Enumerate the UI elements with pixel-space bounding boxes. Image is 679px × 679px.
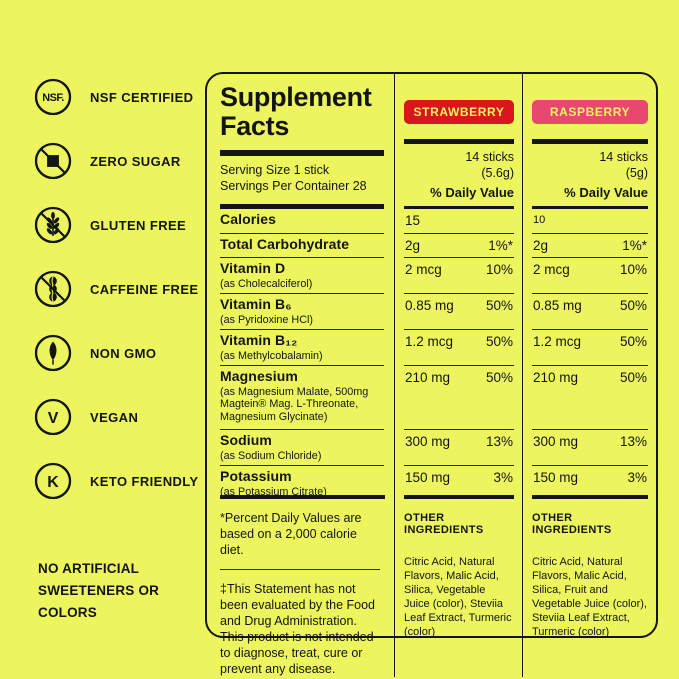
panel-title: Supplement Facts (220, 82, 372, 141)
strawberry-other-ingredients: OTHER INGREDIENTS Citric Acid, Natural F… (394, 499, 522, 677)
other-ingredients-label: OTHER INGREDIENTS (532, 512, 612, 536)
other-ingredients-label: OTHER INGREDIENTS (404, 512, 484, 536)
fda-disclaimer: ‡This Statement has not been evaluated b… (220, 582, 375, 676)
badge-label: KETO FRIENDLY (90, 473, 199, 489)
sticks-weight: (5.6g) (481, 165, 514, 180)
strawberry-carb-value: 2g 1%* (394, 234, 522, 258)
badge-keto-friendly: K KETO FRIENDLY (33, 461, 199, 501)
sticks-weight: (5g) (625, 165, 648, 180)
nutrient-row-total-carbohydrate: Total Carbohydrate (207, 234, 394, 258)
nutrient-row-sodium: Sodium (as Sodium Chloride) (207, 430, 394, 466)
nutrient-row-magnesium: Magnesium (as Magnesium Malate, 500mg Ma… (207, 366, 394, 430)
divider (404, 139, 514, 144)
strawberry-vitamin-d-value: 2 mcg 10% (394, 258, 522, 294)
daily-value-header: % Daily Value (564, 185, 648, 200)
raspberry-carb-value: 2g 1%* (522, 234, 656, 258)
raspberry-magnesium-value: 210 mg 50% (522, 366, 656, 430)
raspberry-flavor-badge: RASPBERRY (532, 100, 648, 124)
other-ingredients-text: Citric Acid, Natural Flavors, Malic Acid… (532, 556, 647, 638)
badge-label: VEGAN (90, 409, 139, 425)
strawberry-vitamin-b6-value: 0.85 mg 50% (394, 294, 522, 330)
daily-value-header: % Daily Value (430, 185, 514, 200)
zero-sugar-icon (34, 142, 72, 180)
strawberry-magnesium-value: 210 mg 50% (394, 366, 522, 430)
strawberry-flavor-badge: STRAWBERRY (404, 100, 514, 124)
badge-zero-sugar: ZERO SUGAR (33, 141, 199, 181)
caffeine-free-icon (34, 270, 72, 308)
divider (532, 139, 648, 144)
sticks-count: 14 sticks (599, 150, 648, 164)
raspberry-calories-value: 10 (522, 209, 656, 234)
badge-vegan: V VEGAN (33, 397, 199, 437)
badge-label: ZERO SUGAR (90, 153, 181, 169)
servings-per-container: Servings Per Container 28 (220, 178, 367, 193)
svg-text:V: V (48, 410, 59, 427)
strawberry-calories-value: 15 (394, 209, 522, 234)
sticks-count: 14 sticks (465, 150, 514, 164)
raspberry-vitamin-d-value: 2 mcg 10% (522, 258, 656, 294)
strawberry-column-header: STRAWBERRY 14 sticks (5.6g) % Daily Valu… (394, 74, 522, 209)
strawberry-potassium-value: 150 mg 3% (394, 466, 522, 499)
badge-label: NON GMO (90, 345, 157, 361)
supplement-facts-panel: Supplement Facts Serving Size 1 stick Se… (205, 72, 658, 677)
nutrient-row-vitamin-d: Vitamin D (as Cholecalciferol) (207, 258, 394, 294)
raspberry-other-ingredients: OTHER INGREDIENTS Citric Acid, Natural F… (522, 499, 656, 677)
divider (220, 569, 380, 570)
nsf-icon: NSF. (34, 78, 72, 116)
serving-size: Serving Size 1 stick (220, 162, 330, 177)
raspberry-sodium-value: 300 mg 13% (522, 430, 656, 466)
raspberry-potassium-value: 150 mg 3% (522, 466, 656, 499)
nutrient-row-calories: Calories (207, 209, 394, 234)
keto-icon: K (34, 462, 72, 500)
non-gmo-icon (34, 334, 72, 372)
no-artificial-note: NO ARTIFICIAL SWEETENERS OR COLORS (38, 561, 160, 620)
badge-gluten-free: GLUTEN FREE (33, 205, 199, 245)
badge-label: CAFFEINE FREE (90, 281, 199, 297)
raspberry-column-header: RASPBERRY 14 sticks (5g) % Daily Value (522, 74, 656, 209)
badge-label: NSF CERTIFIED (90, 89, 194, 105)
raspberry-vitamin-b12-value: 1.2 mcg 50% (522, 330, 656, 366)
badge-label: GLUTEN FREE (90, 217, 187, 233)
gluten-free-icon (34, 206, 72, 244)
other-ingredients-text: Citric Acid, Natural Flavors, Malic Acid… (404, 556, 512, 638)
footnotes: *Percent Daily Values are based on a 2,0… (207, 499, 394, 677)
facts-header: Supplement Facts Serving Size 1 stick Se… (207, 74, 394, 209)
badge-nsf-certified: NSF. NSF CERTIFIED (33, 77, 199, 117)
strawberry-vitamin-b12-value: 1.2 mcg 50% (394, 330, 522, 366)
nutrient-row-vitamin-b12: Vitamin B₁₂ (as Methylcobalamin) (207, 330, 394, 366)
badge-caffeine-free: CAFFEINE FREE (33, 269, 199, 309)
raspberry-vitamin-b6-value: 0.85 mg 50% (522, 294, 656, 330)
daily-value-footnote: *Percent Daily Values are based on a 2,0… (220, 511, 362, 557)
badge-non-gmo: NON GMO (33, 333, 199, 373)
divider (220, 149, 384, 156)
strawberry-sodium-value: 300 mg 13% (394, 430, 522, 466)
certification-badge-list: NSF. NSF CERTIFIED ZERO SUGAR (33, 77, 199, 501)
nutrient-row-potassium: Potassium (as Potassium Citrate) (207, 466, 394, 499)
vegan-icon: V (34, 398, 72, 436)
svg-text:NSF.: NSF. (42, 92, 64, 104)
svg-text:K: K (47, 474, 59, 491)
nutrient-row-vitamin-b6: Vitamin B₆ (as Pyridoxine HCl) (207, 294, 394, 330)
